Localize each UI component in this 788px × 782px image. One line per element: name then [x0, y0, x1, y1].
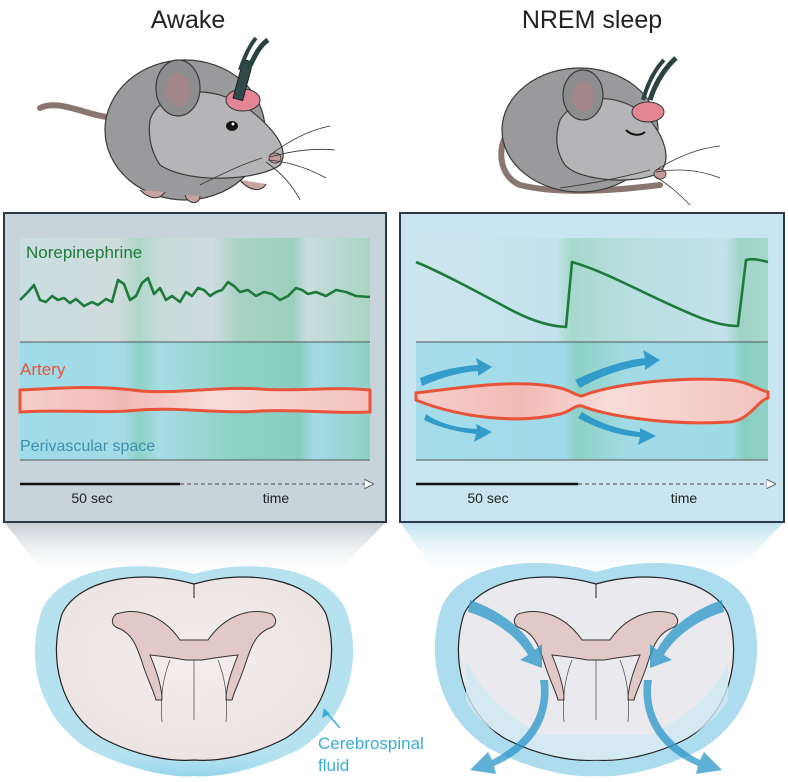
- awake-norepinephrine-trace: [19, 276, 371, 308]
- awake-artery-vessel: [18, 385, 372, 414]
- awake-panel: Norepinephrine Artery Perivascular space…: [3, 212, 387, 523]
- sleep-zoom-funnel: [400, 522, 784, 580]
- sleeping-mouse-illustration: [498, 56, 721, 206]
- sleep-brain-section: [434, 562, 758, 777]
- csf-flow-arrows: [468, 600, 724, 774]
- sleep-artery-vessel: [414, 377, 770, 425]
- awake-scale-label: 50 sec: [71, 490, 112, 506]
- awake-zoom-funnel: [4, 522, 386, 580]
- awake-time-label: time: [263, 490, 290, 506]
- sleep-panel: 50 sec time: [399, 212, 785, 523]
- sleep-scale-label: 50 sec: [467, 490, 508, 506]
- csf-annotation: Cerebrospinal fluid: [318, 708, 424, 775]
- awake-brain-section: [34, 566, 354, 777]
- sleep-time-label: time: [671, 490, 698, 506]
- heading-nrem-sleep: NREM sleep: [522, 6, 662, 34]
- sleep-flow-arrows: [420, 350, 660, 445]
- csf-label-line1: Cerebrospinal: [318, 734, 424, 753]
- heading-awake: Awake: [151, 6, 226, 34]
- awake-mouse-illustration: [37, 36, 336, 204]
- sleep-norepinephrine-trace: [415, 257, 769, 329]
- artery-label: Artery: [20, 360, 66, 379]
- norepinephrine-label: Norepinephrine: [26, 243, 142, 262]
- perivascular-label: Perivascular space: [20, 438, 155, 455]
- csf-label-line2: fluid: [318, 756, 349, 775]
